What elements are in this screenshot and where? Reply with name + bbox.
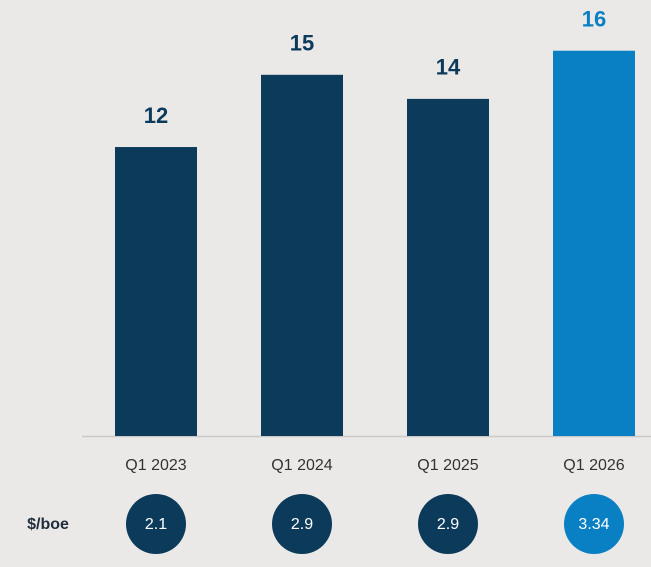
unit-value: 2.9 (291, 516, 313, 533)
value-label: 14 (436, 55, 461, 80)
row-label: $/boe (27, 516, 69, 533)
bar (407, 98, 489, 436)
unit-value: 3.34 (578, 516, 609, 533)
bar (115, 147, 197, 437)
unit-circle (126, 494, 186, 554)
unit-circle (564, 494, 624, 554)
x-tick-label: Q1 2023 (125, 457, 186, 474)
unit-value: 2.1 (145, 516, 167, 533)
value-label: 12 (144, 103, 168, 128)
x-tick-label: Q1 2026 (563, 457, 624, 474)
bar (553, 50, 635, 436)
x-tick-label: Q1 2024 (271, 457, 332, 474)
value-label: 15 (290, 31, 314, 56)
unit-circle (418, 494, 478, 554)
unit-circle (272, 494, 332, 554)
bar (261, 74, 343, 437)
unit-value: 2.9 (437, 516, 459, 533)
x-tick-label: Q1 2025 (417, 457, 478, 474)
value-label: 16 (582, 7, 606, 32)
